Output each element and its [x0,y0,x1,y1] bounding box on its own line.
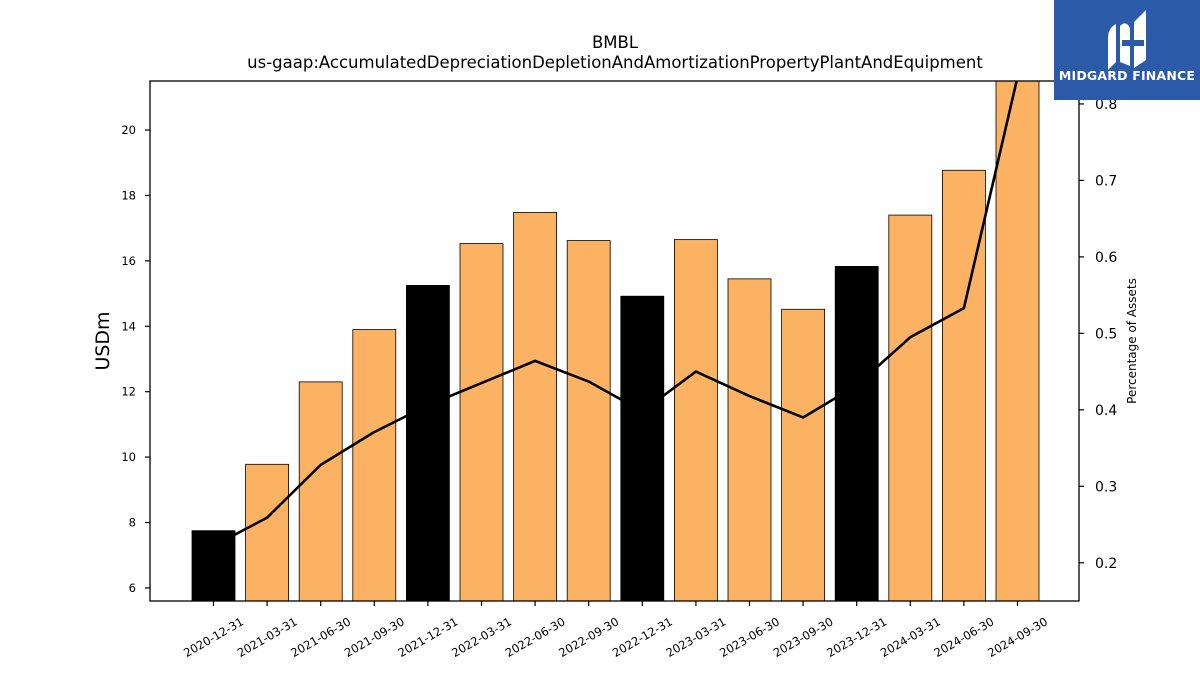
y2-tick-label: 0.3 [1095,479,1117,495]
x-tick-label: 2021-12-31 [396,614,461,660]
y2-tick-label: 0.7 [1095,173,1117,189]
bar-2021-09-30 [352,329,397,602]
y-tick-label: 6 [129,581,136,595]
bar-2023-09-30 [781,308,825,602]
x-tick-label: 2022-09-30 [556,614,621,660]
y2-tick-label: 0.6 [1095,250,1117,266]
bar-2021-12-31 [405,285,450,602]
x-tick-label: 2023-09-30 [771,614,836,660]
y-tick-label: 8 [129,516,136,530]
y-axis-label: USDm [92,311,114,370]
midgard-logo-icon [1108,10,1146,70]
y-tick-label: 20 [121,123,136,137]
bar-2023-12-31 [834,266,879,602]
bar-2022-12-31 [620,295,665,602]
brand-name: MIDGARD FINANCE [1058,68,1196,83]
x-tick-label: 2021-06-30 [288,614,353,660]
bar-2024-09-30 [995,80,1040,602]
bar-2022-03-31 [459,243,504,602]
y-tick-label: 12 [121,385,136,399]
y-tick-label: 10 [121,450,136,464]
plot-area [191,80,1040,602]
y-tick-label: 16 [121,254,136,268]
y2-axis-label: Percentage of Assets [1125,278,1139,404]
y2-tick-label: 0.4 [1095,403,1117,419]
chart-subtitle: us-gaap:AccumulatedDepreciationDepletion… [247,53,983,72]
x-tick-label: 2023-06-30 [717,614,782,660]
x-tick-label: 2021-03-31 [235,614,300,660]
bar-2020-12-31 [191,530,236,602]
chart-title: BMBL [592,33,639,52]
x-tick-label: 2023-03-31 [664,614,729,660]
y2-tick-label: 0.5 [1095,326,1117,342]
percentage-of-assets-line [212,81,1018,548]
bar-2022-09-30 [566,240,611,602]
x-tick-label: 2021-09-30 [342,614,407,660]
bar-2023-03-31 [674,239,718,602]
x-tick-label: 2024-06-30 [932,614,997,660]
bar-2021-06-30 [298,381,343,602]
x-tick-label: 2022-12-31 [610,614,675,660]
y2-tick-label: 0.8 [1095,97,1117,113]
y-tick-label: 14 [121,319,136,333]
bar-2023-06-30 [727,278,772,602]
bar-2022-06-30 [513,212,557,602]
x-tick-label: 2022-03-31 [449,614,514,660]
x-tick-label: 2020-12-31 [181,614,246,660]
x-tick-label: 2024-03-31 [878,614,943,660]
x-tick-label: 2022-06-30 [503,614,568,660]
bar-2021-03-31 [245,463,290,602]
bar-2024-03-31 [888,214,933,602]
plot-frame [149,80,1080,602]
y2-tick-label: 0.2 [1095,556,1117,572]
y-tick-label: 18 [121,188,136,202]
x-tick-label: 2024-09-30 [985,614,1050,660]
bar-2024-06-30 [942,169,986,602]
x-tick-label: 2023-12-31 [824,614,889,660]
